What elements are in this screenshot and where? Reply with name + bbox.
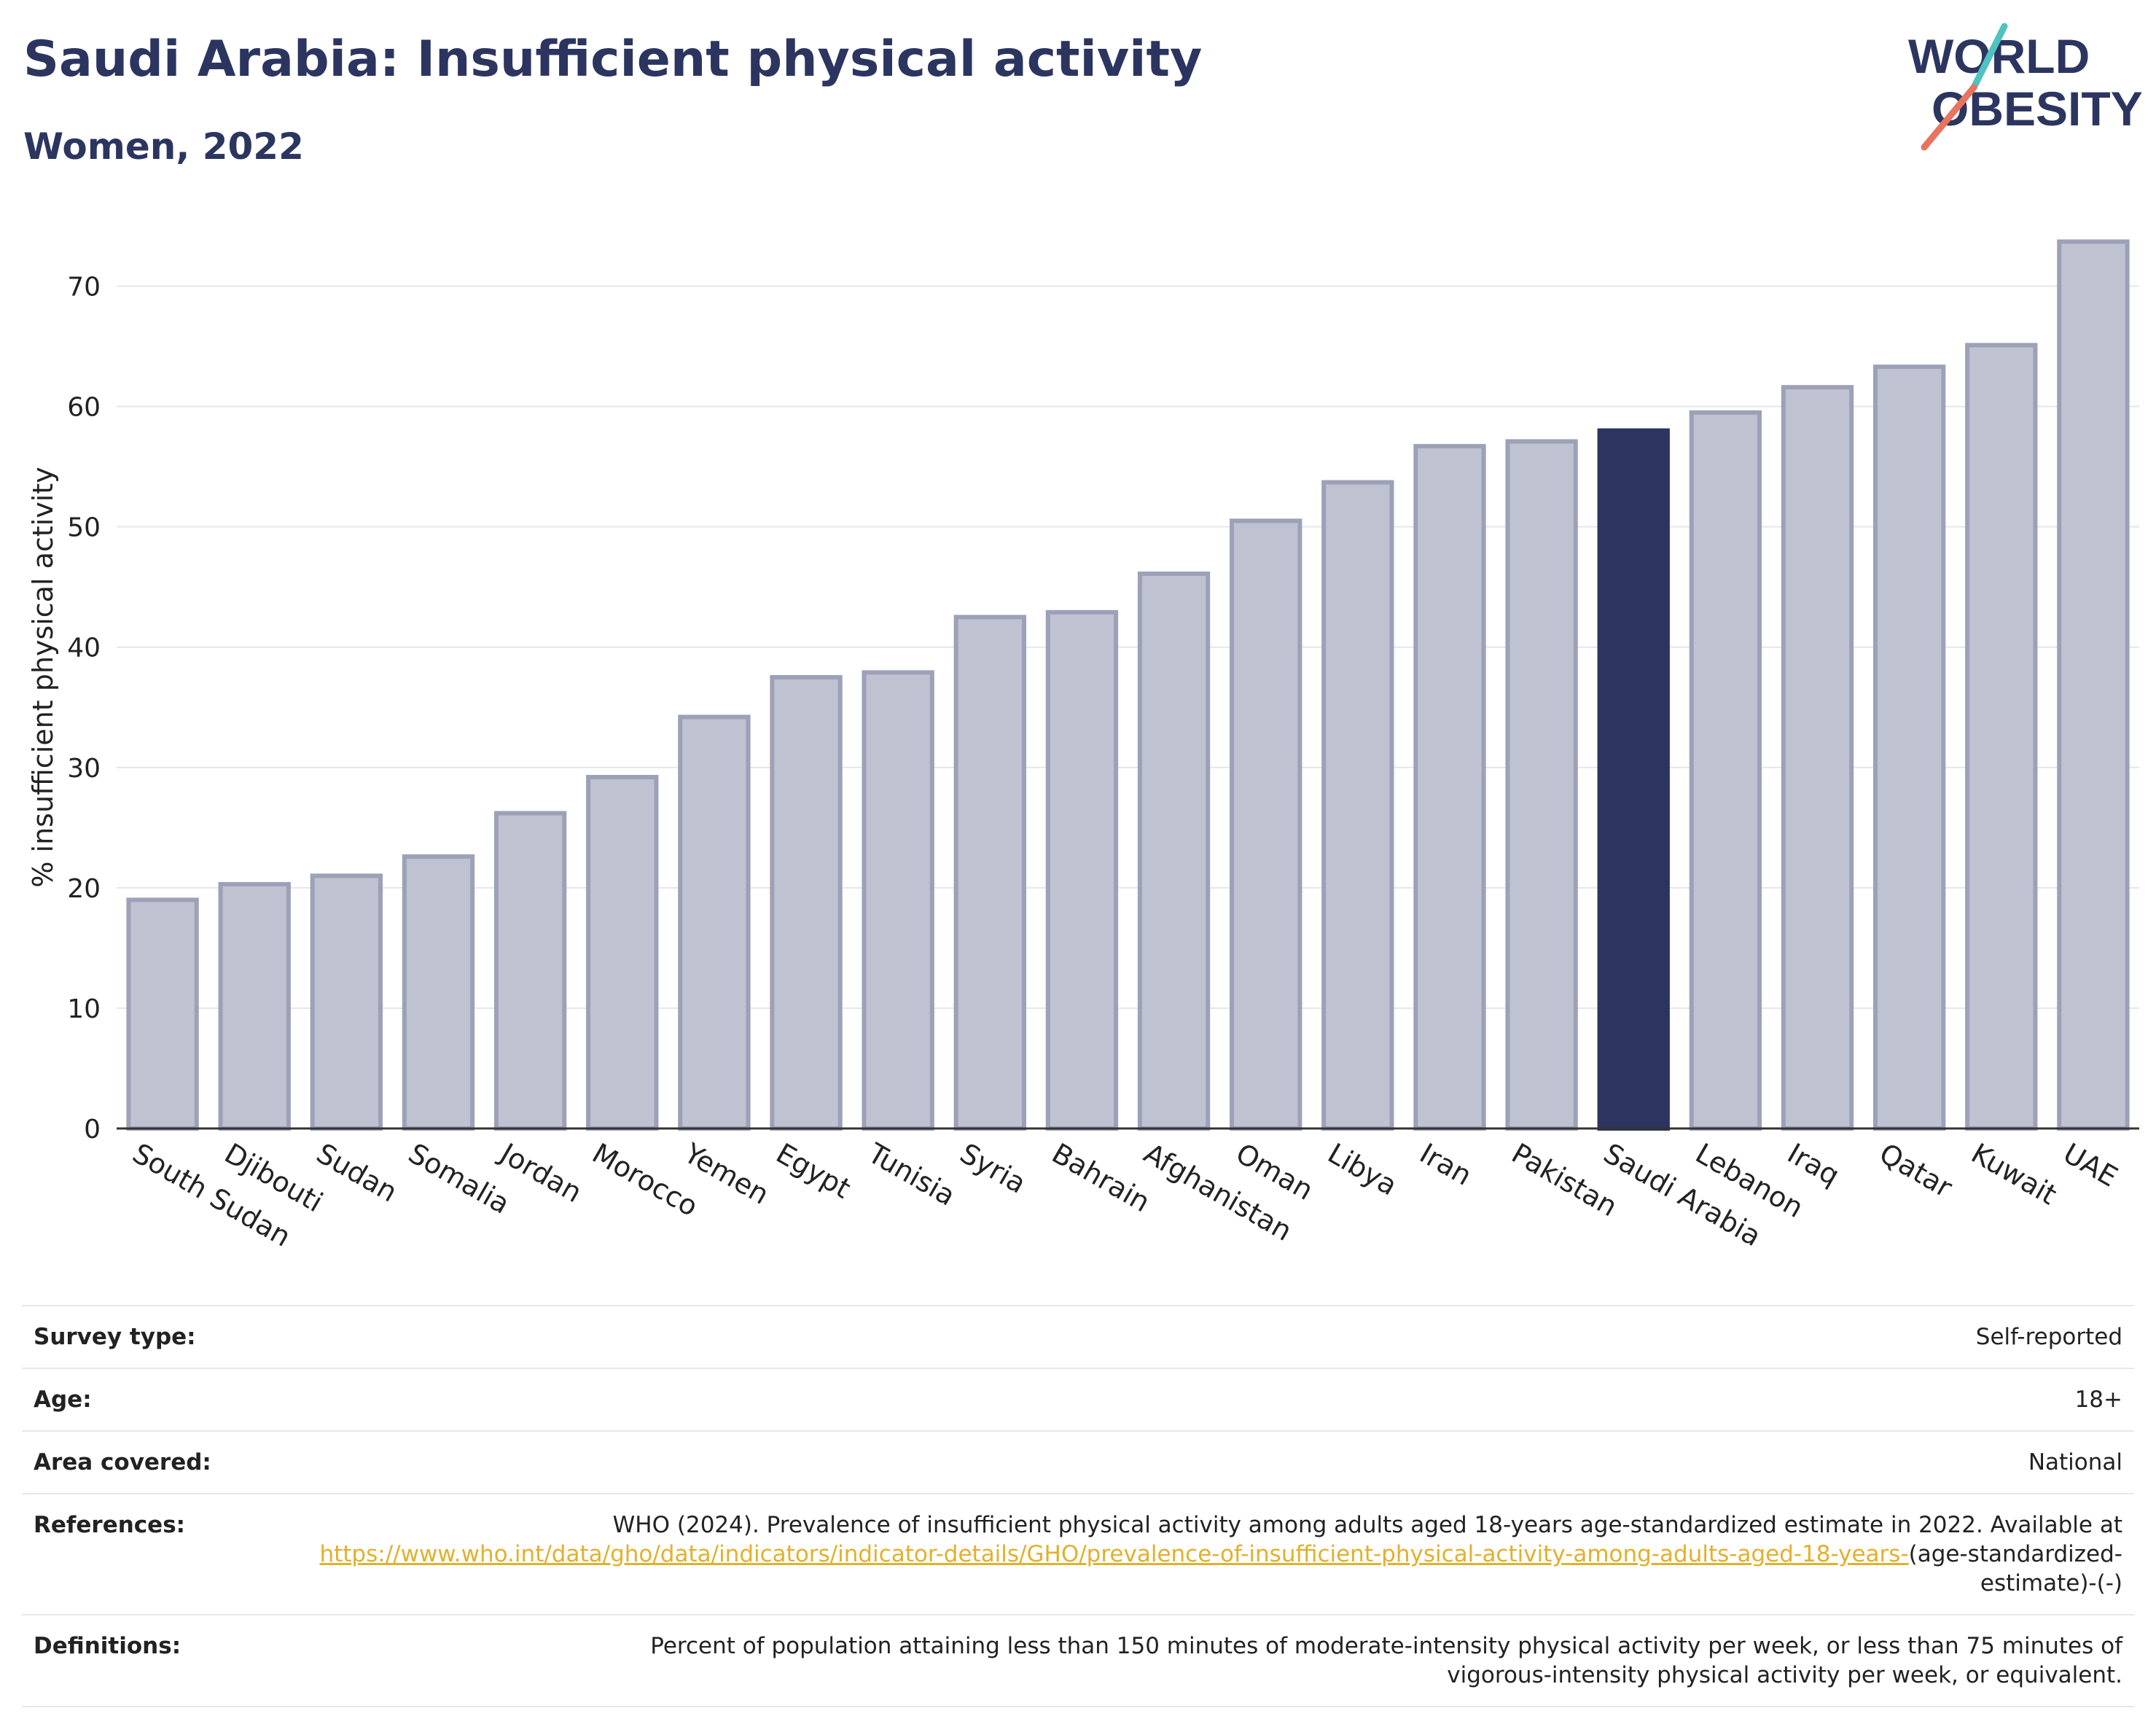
info-row-age: Age: 18+: [22, 1368, 2134, 1430]
logo-word-obesity: OBESITY: [1932, 82, 2143, 136]
bar: [862, 670, 934, 1131]
logo-slash-teal: [1970, 23, 2008, 91]
y-tick-label: 30: [67, 754, 101, 784]
bar: [1137, 572, 1211, 1131]
age-label: Age:: [34, 1387, 92, 1413]
chart-title: Saudi Arabia: Insufficient physical acti…: [23, 31, 1203, 88]
references-suffix: (age-standardized-estimate)-(-): [1908, 1541, 2122, 1596]
bar: [1872, 364, 1946, 1131]
definitions-value: Percent of population attaining less tha…: [650, 1633, 2122, 1688]
references-link[interactable]: https://www.who.int/data/gho/data/indica…: [319, 1541, 1909, 1567]
info-row-area: Area covered: National: [22, 1430, 2134, 1493]
area-label: Area covered:: [34, 1449, 211, 1475]
bar: [1781, 385, 1854, 1131]
bar: [310, 873, 383, 1131]
info-row-references: References: WHO (2024). Prevalence of in…: [22, 1493, 2134, 1614]
bar: [1230, 518, 1302, 1131]
y-tick-label: 40: [67, 633, 101, 663]
info-row-definitions: Definitions: Percent of population attai…: [22, 1614, 2134, 1707]
survey-type-value: Self-reported: [1975, 1324, 2122, 1350]
bar: [1321, 480, 1394, 1131]
bar: [770, 675, 843, 1131]
survey-type-label: Survey type:: [34, 1324, 196, 1350]
bar: [953, 615, 1026, 1131]
references-label: References:: [34, 1512, 186, 1538]
definitions-label: Definitions:: [34, 1633, 181, 1659]
area-value: National: [2028, 1449, 2122, 1475]
chart-subtitle: Women, 2022: [23, 125, 304, 168]
y-tick-label: 50: [67, 513, 101, 543]
bars: [126, 239, 2130, 1131]
bar: [402, 854, 475, 1131]
x-tick-label: Saudi Arabia: [1598, 1137, 1767, 1253]
bar: [586, 775, 659, 1131]
x-tick-label: Kuwait: [1966, 1137, 2062, 1212]
y-axis-label: % insufficient physical activity: [27, 467, 59, 887]
x-tick-label: Morocco: [587, 1137, 703, 1223]
x-tick-label: Iran: [1414, 1137, 1477, 1192]
info-row-survey-type: Survey type: Self-reported: [22, 1305, 2134, 1368]
bar: [126, 897, 199, 1131]
y-tick-labels: 0 10 20 30 40 50 60 70: [67, 273, 101, 1145]
bar-highlighted: [1597, 428, 1670, 1131]
bar: [493, 811, 567, 1131]
x-tick-label: Egypt: [771, 1137, 856, 1205]
bar: [1505, 439, 1578, 1131]
bar: [1965, 343, 2038, 1131]
bar: [1689, 410, 1762, 1131]
x-tick-label: Tunisia: [862, 1136, 961, 1212]
y-tick-label: 10: [67, 994, 101, 1024]
x-tick-label: Pakistan: [1507, 1137, 1623, 1223]
bar: [2057, 239, 2130, 1131]
bar-chart: 0 10 20 30 40 50 60 70 South SudanDjiboutiSudan…: [27, 239, 2139, 1253]
x-tick-label: Bahrain: [1047, 1137, 1155, 1219]
logo-slash-coral: [1921, 84, 1977, 151]
x-tick-label: South Sudan: [128, 1137, 297, 1253]
x-tick-label: UAE: [2058, 1137, 2122, 1193]
bar: [1045, 609, 1119, 1131]
y-tick-label: 60: [67, 393, 101, 423]
bar: [1413, 444, 1486, 1131]
info-table: Survey type: Self-reported Age: 18+ Area…: [22, 1305, 2134, 1707]
y-tick-label: 0: [84, 1115, 101, 1145]
x-tick-label: Somalia: [403, 1137, 515, 1220]
y-tick-label: 70: [67, 273, 101, 303]
x-tick-label: Sudan: [311, 1137, 403, 1209]
references-value: WHO (2024). Prevalence of insufficient p…: [214, 1510, 2122, 1598]
y-tick-label: 20: [67, 874, 101, 904]
age-value: 18+: [2074, 1387, 2122, 1413]
x-tick-label: Iraq: [1782, 1137, 1845, 1192]
x-tick-label: Libya: [1322, 1137, 1402, 1202]
bar: [678, 714, 751, 1131]
references-text: WHO (2024). Prevalence of insufficient p…: [612, 1512, 2122, 1538]
bar: [218, 881, 291, 1131]
world-obesity-logo: WORLD OBESITY: [1908, 23, 2143, 151]
x-tick-label: Qatar: [1874, 1137, 1958, 1204]
x-tick-label: Syria: [955, 1137, 1031, 1200]
